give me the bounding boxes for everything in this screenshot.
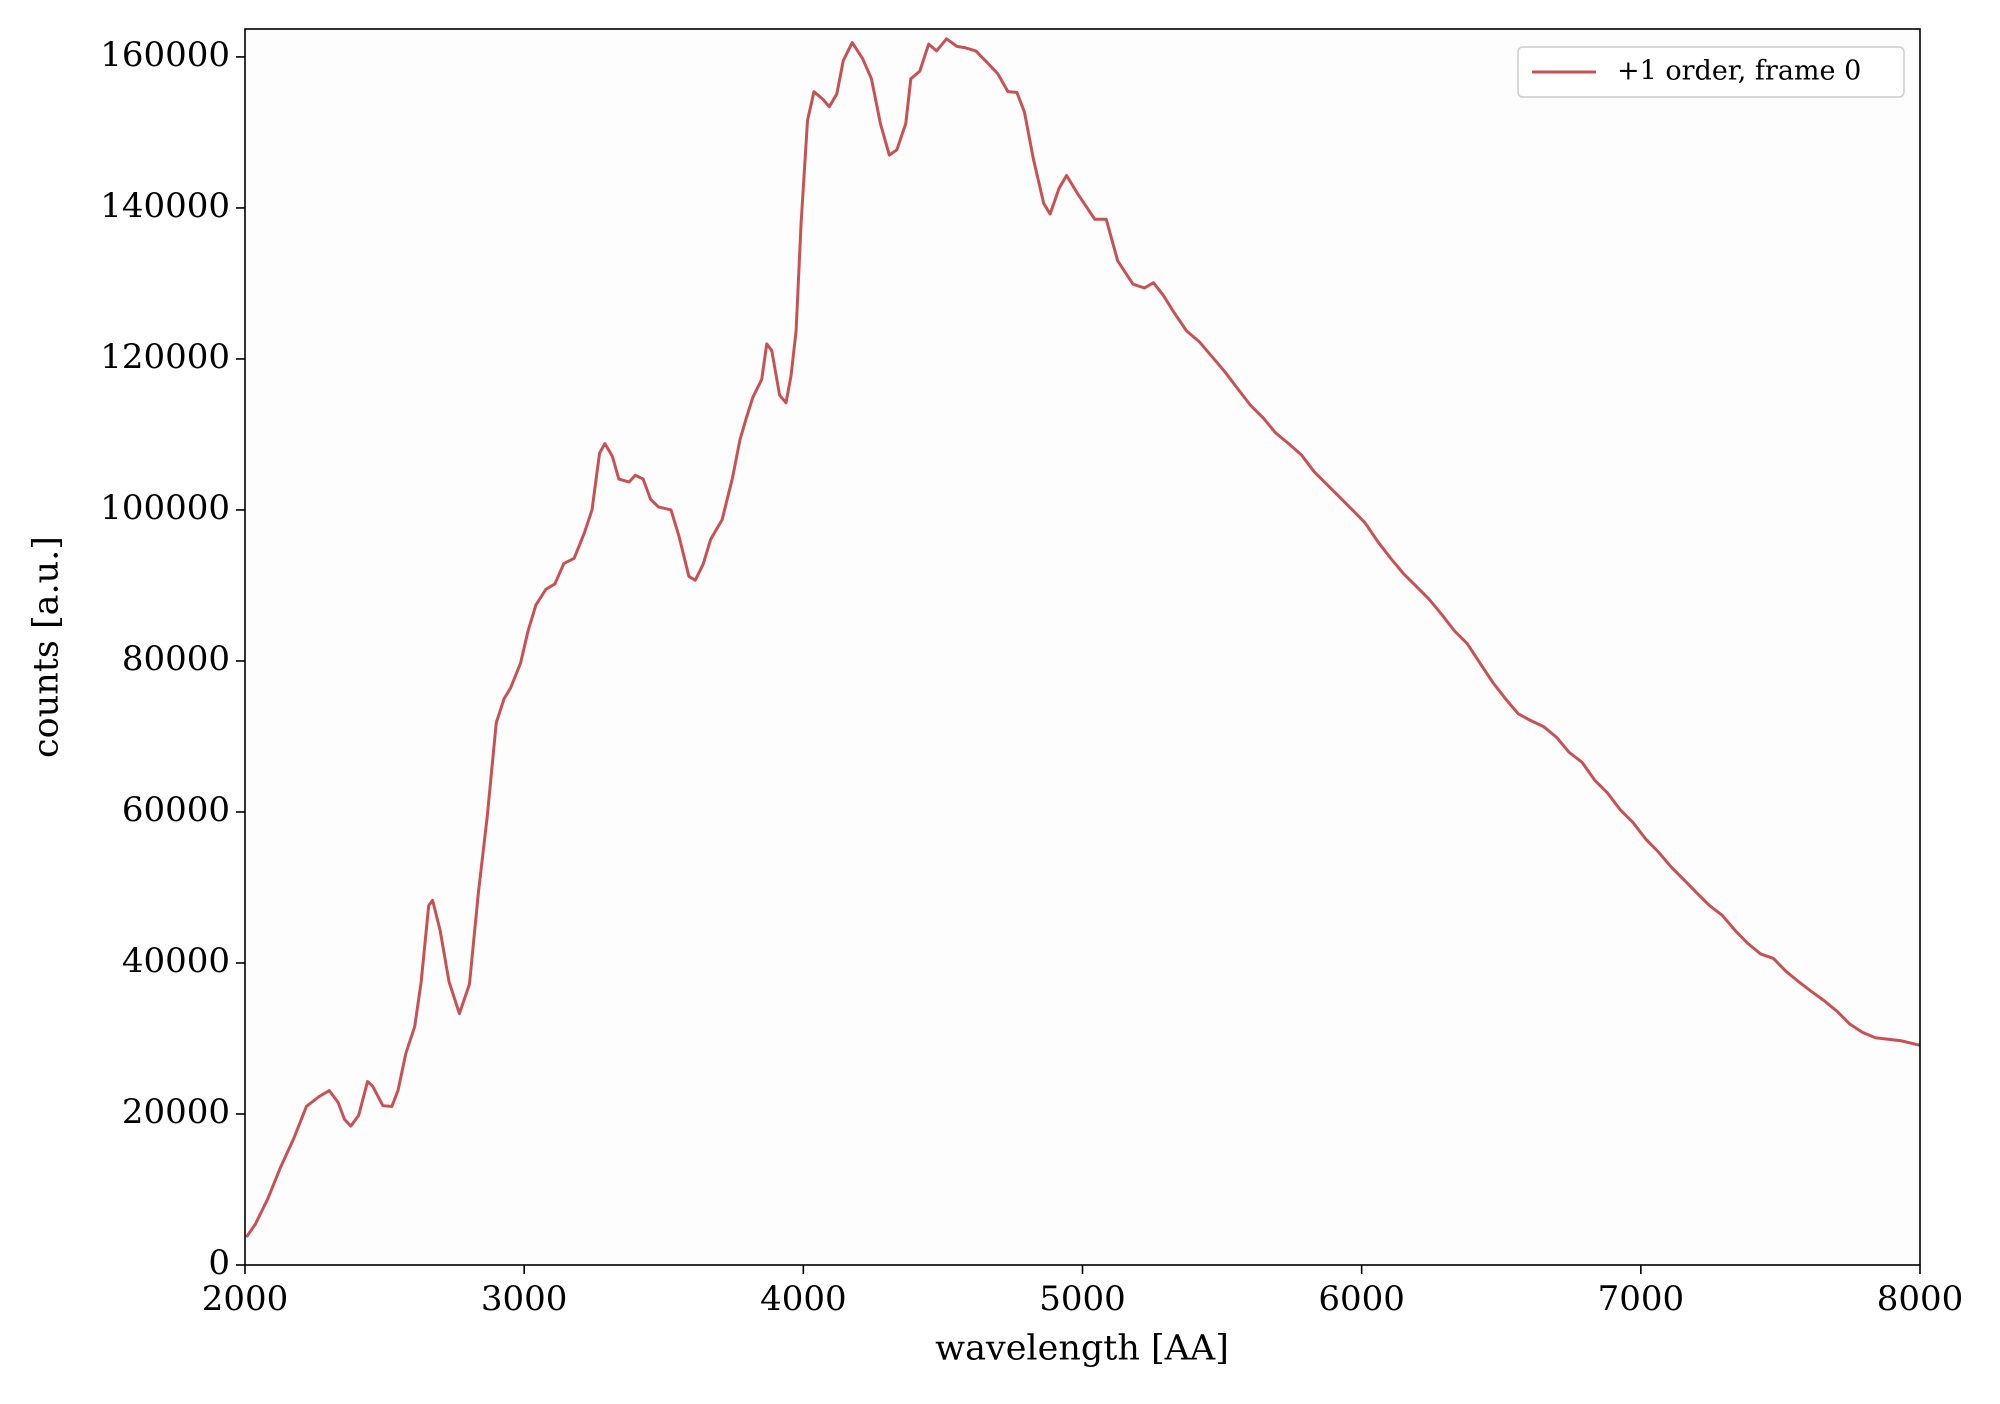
- y-tick-label: 60000: [122, 790, 230, 830]
- plot-frame: [244, 28, 1921, 1266]
- x-tick-label: 8000: [1877, 1279, 1964, 1319]
- ticks: 2000 3000 4000 5000 6000 7000 8000020000400006…: [100, 35, 1963, 1319]
- legend-label: +1 order, frame 0: [1617, 56, 1861, 87]
- legend-box: [1517, 46, 1905, 98]
- legend: +1 order, frame 0: [1517, 46, 1905, 98]
- y-tick-label: 40000: [122, 941, 230, 981]
- y-tick-label: 160000: [100, 35, 230, 75]
- x-tick-label: 6000: [1318, 1279, 1405, 1319]
- plot-area: [245, 29, 1920, 1265]
- x-axis-label: wavelength [AA]: [935, 1329, 1229, 1369]
- x-tick-label: 4000: [760, 1279, 847, 1319]
- x-tick-label: 5000: [1039, 1279, 1126, 1319]
- data: [245, 37, 1921, 1238]
- x-tick-label: 3000: [481, 1279, 568, 1319]
- x-tick-label: 7000: [1598, 1279, 1685, 1319]
- x-tick-label: 2000: [202, 1279, 289, 1319]
- y-tick-label: 0: [208, 1243, 230, 1283]
- y-tick-label: 80000: [122, 639, 230, 679]
- y-tick-label: 20000: [122, 1092, 230, 1132]
- y-tick-label: 120000: [100, 337, 230, 377]
- y-tick-label: 140000: [100, 186, 230, 226]
- data-line: [245, 37, 1921, 1238]
- y-axis-label: counts [a.u.]: [27, 536, 67, 758]
- y-tick-label: 100000: [100, 488, 230, 528]
